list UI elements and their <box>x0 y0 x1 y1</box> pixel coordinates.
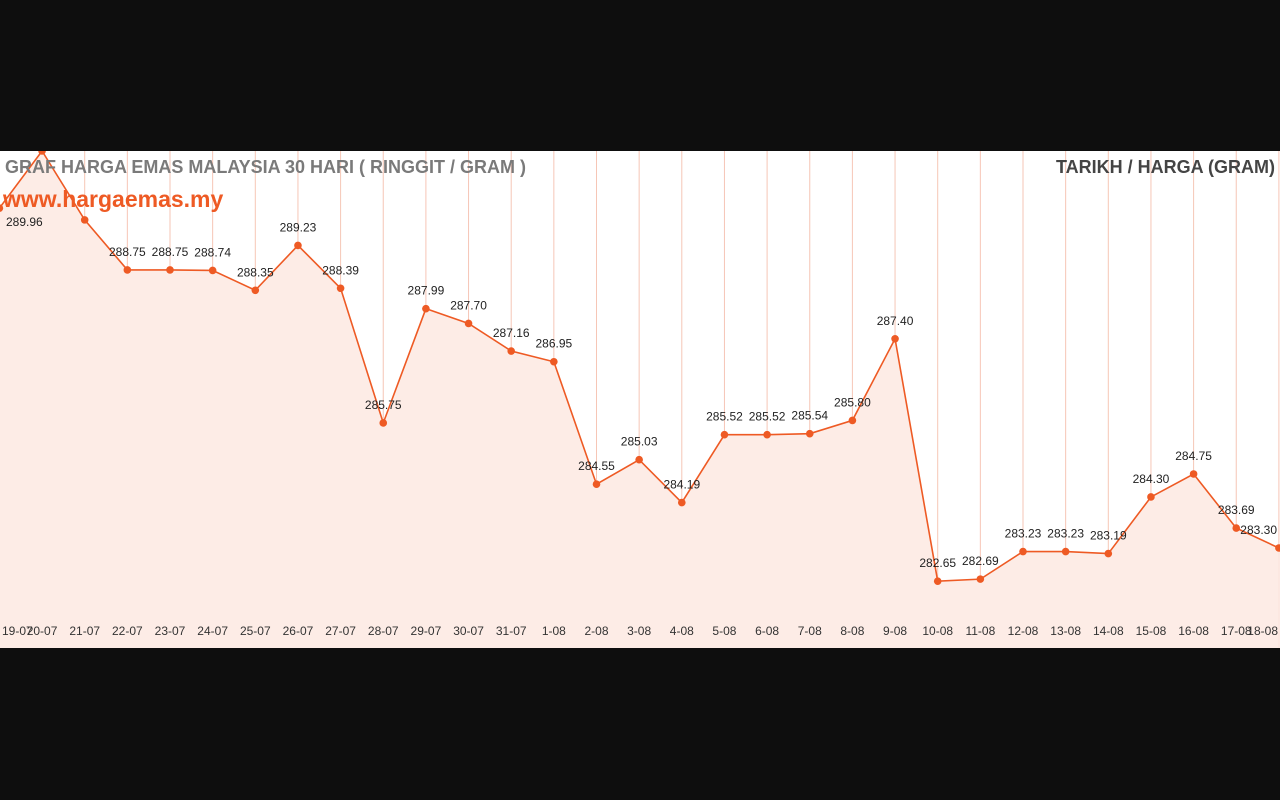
x-tick-label: 24-07 <box>197 624 228 638</box>
data-point <box>464 319 473 328</box>
x-tick-label: 23-07 <box>155 624 186 638</box>
data-point <box>38 151 46 155</box>
x-tick-label: 1-08 <box>542 624 566 638</box>
data-point <box>208 266 217 275</box>
data-point <box>635 455 643 464</box>
data-label: 285.03 <box>621 435 658 449</box>
data-label: 285.52 <box>749 410 786 424</box>
x-tick-label: 21-07 <box>69 624 100 638</box>
data-label: 282.69 <box>962 554 999 568</box>
data-point <box>1275 544 1280 552</box>
data-point <box>550 357 558 366</box>
x-tick-label: 12-08 <box>1008 624 1039 638</box>
chart-title: GRAF HARGA EMAS MALAYSIA 30 HARI ( RINGG… <box>5 157 527 177</box>
x-tick-label: 13-08 <box>1050 624 1081 638</box>
data-label: 287.16 <box>493 326 530 340</box>
data-point <box>933 577 942 585</box>
data-label: 287.70 <box>450 298 487 312</box>
data-point <box>1019 547 1027 556</box>
x-tick-label: 15-08 <box>1136 624 1167 638</box>
x-tick-label: 6-08 <box>755 624 779 638</box>
data-point <box>592 480 601 489</box>
x-tick-label: 28-07 <box>368 624 399 638</box>
data-point <box>763 430 771 439</box>
data-label: 289.96 <box>6 215 43 229</box>
data-point <box>848 416 857 425</box>
legend-label: TARIKH / HARGA (GRAM) <box>1056 157 1275 177</box>
data-point <box>1232 524 1241 532</box>
data-label: 289.23 <box>280 220 317 234</box>
data-point <box>251 286 260 295</box>
area-fill <box>0 151 1279 648</box>
x-tick-label: 22-07 <box>112 624 143 638</box>
data-point <box>678 498 686 507</box>
data-label: 285.80 <box>834 395 871 409</box>
data-label: 285.52 <box>706 410 743 424</box>
data-point <box>1189 470 1198 478</box>
x-tick-label: 4-08 <box>670 624 694 638</box>
x-tick-label: 17-08 <box>1221 624 1252 638</box>
data-point <box>1104 549 1113 558</box>
data-label: 283.69 <box>1218 503 1255 517</box>
data-point <box>294 241 302 250</box>
x-tick-label: 18-08 <box>1247 624 1278 638</box>
watermark: www.hargaemas.my <box>3 186 224 212</box>
data-label: 285.75 <box>365 398 402 412</box>
data-label: 288.75 <box>152 245 189 259</box>
x-tick-label: 11-08 <box>965 624 995 638</box>
chart-area: 289.96 19-07 20-07 21-07 288.75 22-07 288.75 23… <box>0 151 1280 648</box>
data-point <box>166 266 174 274</box>
data-point <box>422 304 430 313</box>
x-tick-label: 7-08 <box>798 624 822 638</box>
x-tick-label: 3-08 <box>627 624 651 638</box>
x-tick-label: 26-07 <box>283 624 314 638</box>
data-label: 288.75 <box>109 245 146 259</box>
data-point <box>976 575 985 583</box>
x-tick-label: 29-07 <box>411 624 442 638</box>
data-label: 285.54 <box>791 409 828 423</box>
data-point <box>1061 547 1070 556</box>
x-tick-label: 16-08 <box>1178 624 1209 638</box>
data-point <box>1147 493 1155 501</box>
data-point <box>80 216 89 224</box>
data-label: 288.39 <box>322 263 359 277</box>
data-label: 282.65 <box>919 556 956 570</box>
x-tick-label: 19-07 <box>2 624 33 638</box>
data-label: 284.75 <box>1175 449 1212 463</box>
x-tick-label: 9-08 <box>883 624 907 638</box>
x-tick-label: 20-07 <box>27 624 58 638</box>
x-tick-label: 5-08 <box>712 624 736 638</box>
data-label: 283.19 <box>1090 529 1127 543</box>
data-point <box>507 347 515 355</box>
data-point <box>720 430 729 439</box>
data-point <box>379 419 388 427</box>
x-tick-label: 8-08 <box>840 624 864 638</box>
data-point <box>123 266 132 274</box>
x-tick-label: 25-07 <box>240 624 271 638</box>
data-label: 286.95 <box>535 337 572 351</box>
data-point <box>336 284 345 293</box>
data-label: 284.30 <box>1133 472 1170 486</box>
data-label: 283.23 <box>1005 527 1042 541</box>
data-point <box>891 334 899 343</box>
data-point <box>805 429 814 438</box>
x-tick-label: 14-08 <box>1093 624 1124 638</box>
data-label: 284.55 <box>578 459 615 473</box>
data-label: 283.23 <box>1047 527 1084 541</box>
data-label: 287.99 <box>408 284 445 298</box>
x-tick-label: 2-08 <box>584 624 608 638</box>
x-tick-label: 27-07 <box>325 624 356 638</box>
data-label: 283.30 <box>1240 523 1277 537</box>
data-label: 284.19 <box>663 478 700 492</box>
data-label: 288.35 <box>237 265 274 279</box>
x-tick-label: 10-08 <box>922 624 953 638</box>
data-point <box>0 204 4 212</box>
data-label: 288.74 <box>194 245 231 259</box>
x-tick-label: 30-07 <box>453 624 484 638</box>
x-tick-label: 31-07 <box>496 624 527 638</box>
data-label: 287.40 <box>877 314 914 328</box>
